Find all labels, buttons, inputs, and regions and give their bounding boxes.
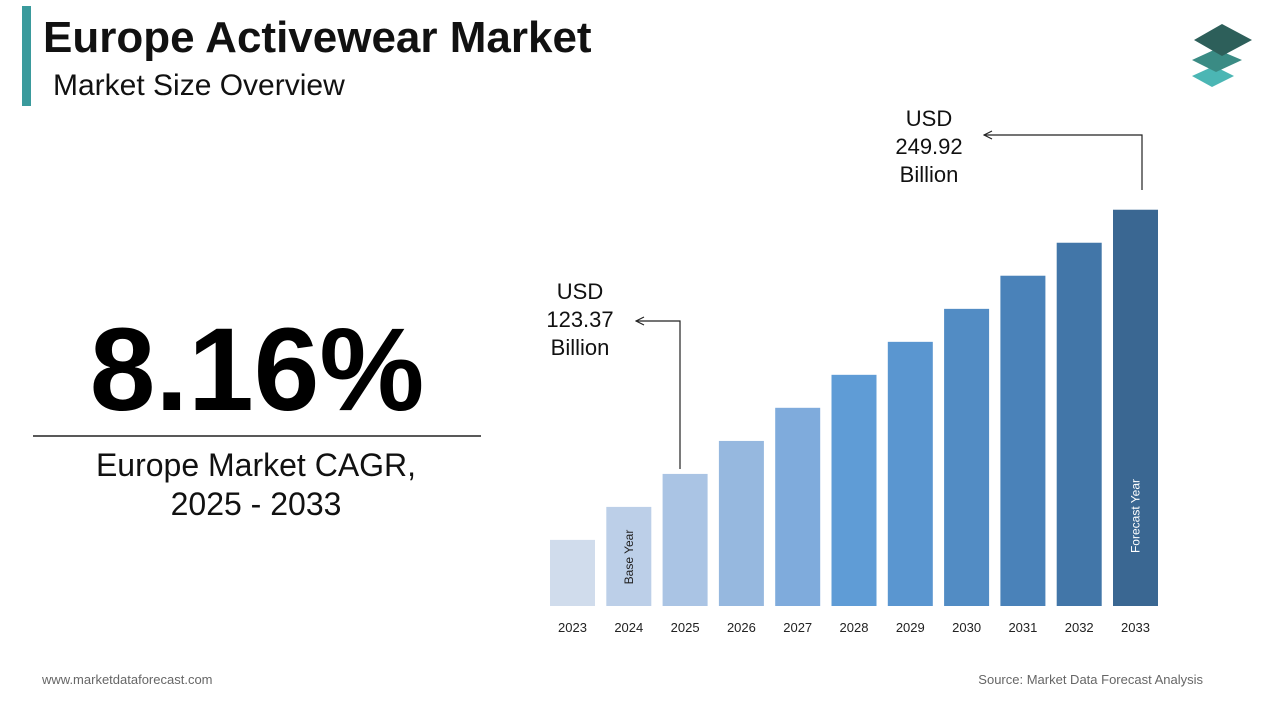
bar — [831, 374, 877, 606]
bar — [1000, 275, 1046, 606]
footer-source: Source: Market Data Forecast Analysis — [978, 672, 1203, 687]
bar — [775, 407, 821, 606]
annotation: USD — [557, 279, 603, 304]
subtitle: Market Size Overview — [53, 69, 345, 102]
bar — [1113, 209, 1158, 606]
bar — [718, 440, 764, 606]
bar — [606, 506, 652, 606]
cagr-label: 2025 - 2033 — [171, 486, 342, 522]
bar — [662, 473, 708, 606]
x-tick-label: 2031 — [1008, 620, 1037, 635]
x-tick-label: 2025 — [671, 620, 700, 635]
bar-label: Base Year — [622, 530, 636, 585]
bar — [944, 308, 990, 606]
x-tick-label: 2033 — [1121, 620, 1150, 635]
x-tick-label: 2026 — [727, 620, 756, 635]
bar-label: Forecast Year — [1129, 479, 1143, 553]
x-tick-label: 2030 — [952, 620, 981, 635]
accent-bar — [22, 6, 31, 106]
x-tick-label: 2029 — [896, 620, 925, 635]
x-tick-label: 2028 — [840, 620, 869, 635]
x-tick-label: 2023 — [558, 620, 587, 635]
x-tick-label: 2024 — [614, 620, 643, 635]
cagr-label: Europe Market CAGR, — [96, 447, 416, 483]
annotation: USD — [906, 106, 952, 131]
annotation: Billion — [900, 162, 959, 187]
annotation: 123.37 — [546, 307, 613, 332]
annotation-arrow — [984, 135, 1143, 190]
annotation-arrow — [636, 321, 681, 469]
bar — [1056, 242, 1102, 606]
title: Europe Activewear Market — [43, 13, 592, 62]
x-tick-label: 2032 — [1065, 620, 1094, 635]
annotation: 249.92 — [895, 134, 962, 159]
bar — [550, 539, 595, 606]
bar — [887, 341, 933, 606]
annotation: Billion — [551, 335, 610, 360]
x-tick-label: 2027 — [783, 620, 812, 635]
footer-url: www.marketdataforecast.com — [41, 672, 213, 687]
cagr-value: 8.16% — [90, 304, 425, 436]
logo — [1192, 24, 1252, 87]
